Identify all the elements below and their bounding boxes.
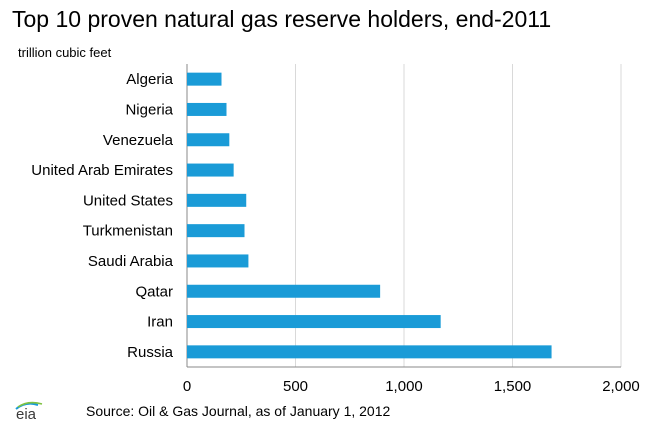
x-tick-label: 1,500: [494, 378, 532, 395]
bar: [187, 102, 227, 116]
source-note: Source: Oil & Gas Journal, as of January…: [86, 403, 391, 419]
footer: eia Source: Oil & Gas Journal, as of Jan…: [12, 400, 390, 422]
bar: [187, 284, 381, 298]
chart-title: Top 10 proven natural gas reserve holder…: [12, 6, 552, 32]
bar: [187, 72, 222, 86]
bar-chart: Algeria Nigeria Venezuela United Arab Emira…: [31, 64, 640, 395]
category-label: Russia: [127, 344, 174, 361]
x-tick-label: 2,000: [602, 378, 640, 395]
x-tick-label: 1,000: [385, 378, 423, 395]
unit-label: trillion cubic feet: [18, 45, 112, 60]
bar: [187, 345, 552, 359]
bar: [187, 193, 247, 207]
bar: [187, 315, 441, 329]
x-tick-labels: 0 500 1,000 1,500 2,000: [183, 378, 640, 395]
category-label: Algeria: [126, 71, 173, 88]
bar: [187, 163, 234, 177]
eia-logo: eia: [15, 401, 43, 422]
x-tick-label: 500: [283, 378, 308, 395]
category-label: Venezuela: [103, 132, 174, 149]
category-label: Saudi Arabia: [88, 253, 174, 270]
bar: [187, 224, 245, 238]
bars: [187, 72, 552, 359]
category-labels: Algeria Nigeria Venezuela United Arab Emira…: [31, 71, 173, 361]
category-label: United States: [83, 192, 173, 209]
x-tick-label: 0: [183, 378, 191, 395]
category-label: Turkmenistan: [83, 223, 173, 240]
category-label: Qatar: [135, 283, 173, 300]
svg-text:eia: eia: [16, 406, 37, 422]
category-label: Nigeria: [125, 101, 173, 118]
category-label: Iran: [147, 314, 173, 331]
category-label: United Arab Emirates: [31, 162, 173, 179]
bar: [187, 133, 230, 147]
bar: [187, 254, 249, 268]
